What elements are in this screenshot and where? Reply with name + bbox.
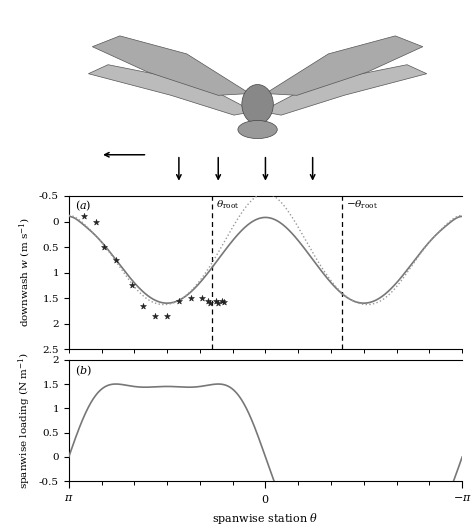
Polygon shape: [92, 36, 250, 95]
Point: [152, 312, 159, 320]
Point: [140, 301, 147, 310]
Text: $-\theta_{\mathrm{root}}$: $-\theta_{\mathrm{root}}$: [346, 198, 378, 210]
Polygon shape: [265, 36, 423, 95]
Point: [175, 297, 182, 305]
Ellipse shape: [238, 120, 277, 138]
Point: [207, 299, 214, 307]
Text: $(b)$: $(b)$: [74, 363, 91, 378]
Text: $(a)$: $(a)$: [74, 198, 91, 213]
Polygon shape: [262, 65, 427, 115]
Point: [219, 297, 226, 305]
Point: [212, 297, 220, 305]
Ellipse shape: [242, 85, 273, 124]
Point: [112, 256, 120, 264]
Point: [81, 212, 88, 220]
Point: [92, 217, 100, 226]
Point: [205, 297, 212, 305]
Y-axis label: downwash $w$ (m s$^{-1}$): downwash $w$ (m s$^{-1}$): [18, 218, 34, 328]
Point: [187, 294, 194, 302]
Polygon shape: [88, 65, 254, 115]
Point: [220, 298, 228, 306]
Point: [128, 281, 136, 289]
X-axis label: spanwise station $\theta$: spanwise station $\theta$: [212, 511, 319, 525]
Point: [163, 312, 171, 320]
Point: [199, 294, 206, 302]
Point: [214, 299, 222, 307]
Y-axis label: spanwise loading (N m$^{-1}$): spanwise loading (N m$^{-1}$): [17, 352, 34, 489]
Text: $\theta_{\mathrm{root}}$: $\theta_{\mathrm{root}}$: [216, 198, 239, 210]
Point: [100, 243, 108, 251]
